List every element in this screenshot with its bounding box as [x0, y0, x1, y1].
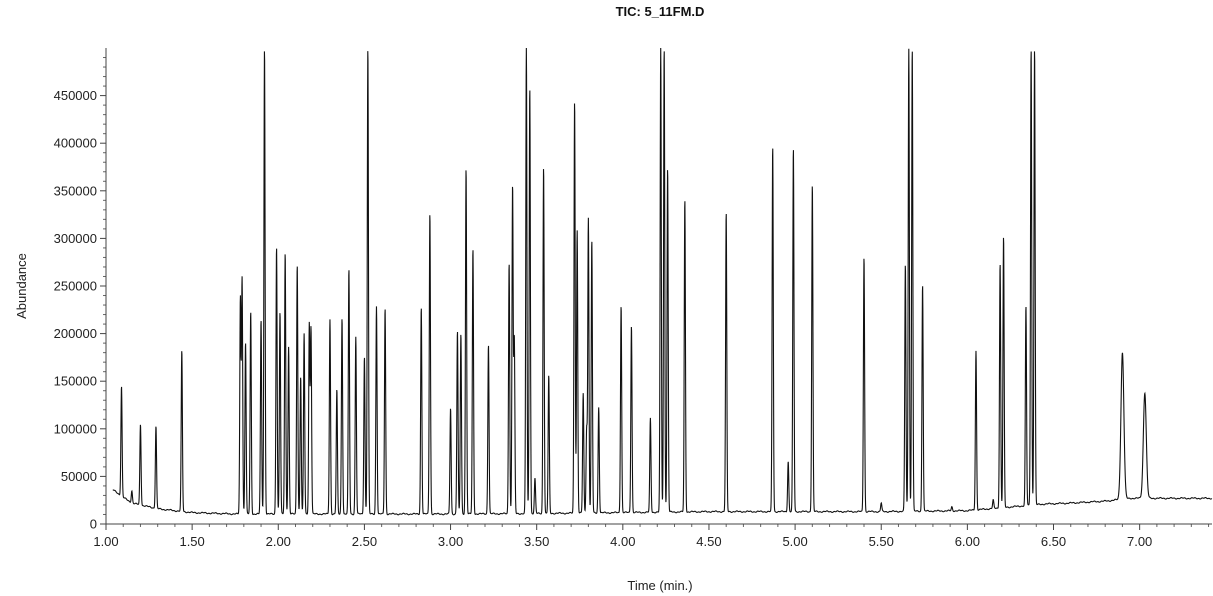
x-tick-label: 6.00 [955, 534, 980, 549]
y-tick-label: 0 [90, 517, 97, 532]
y-tick-label: 100000 [54, 421, 97, 436]
y-tick-label: 50000 [61, 469, 97, 484]
x-tick-label: 2.00 [266, 534, 291, 549]
x-tick-label: 3.00 [438, 534, 463, 549]
y-tick-label: 250000 [54, 279, 97, 294]
x-axis-label: Time (min.) [627, 578, 692, 593]
y-tick-label: 300000 [54, 231, 97, 246]
x-tick-label: 6.50 [1041, 534, 1066, 549]
y-tick-label: 150000 [54, 374, 97, 389]
y-axis-label: Abundance [14, 253, 29, 319]
y-axis: 0 50000 100000 150000 200000 250000 300000 3500… [54, 57, 106, 532]
x-tick-label: 1.50 [179, 534, 204, 549]
y-tick-label: 450000 [54, 88, 97, 103]
x-tick-label: 3.50 [524, 534, 549, 549]
x-tick-label: 5.50 [869, 534, 894, 549]
x-tick-label: 4.50 [696, 534, 721, 549]
x-tick-label: 4.00 [610, 534, 635, 549]
y-tick-label: 400000 [54, 136, 97, 151]
chart-title: TIC: 5_11FM.D [616, 4, 705, 19]
x-tick-label: 1.00 [93, 534, 118, 549]
tic-trace-line [112, 47, 1213, 516]
x-tick-label: 7.00 [1127, 534, 1152, 549]
y-tick-label: 200000 [54, 326, 97, 341]
y-tick-label: 350000 [54, 183, 97, 198]
x-tick-label: 5.00 [782, 534, 807, 549]
x-tick-label: 2.50 [352, 534, 377, 549]
x-axis: 1.00 1.50 2.00 2.50 3.00 3.50 4.00 4.50 5.00 5.50… [93, 524, 1210, 549]
